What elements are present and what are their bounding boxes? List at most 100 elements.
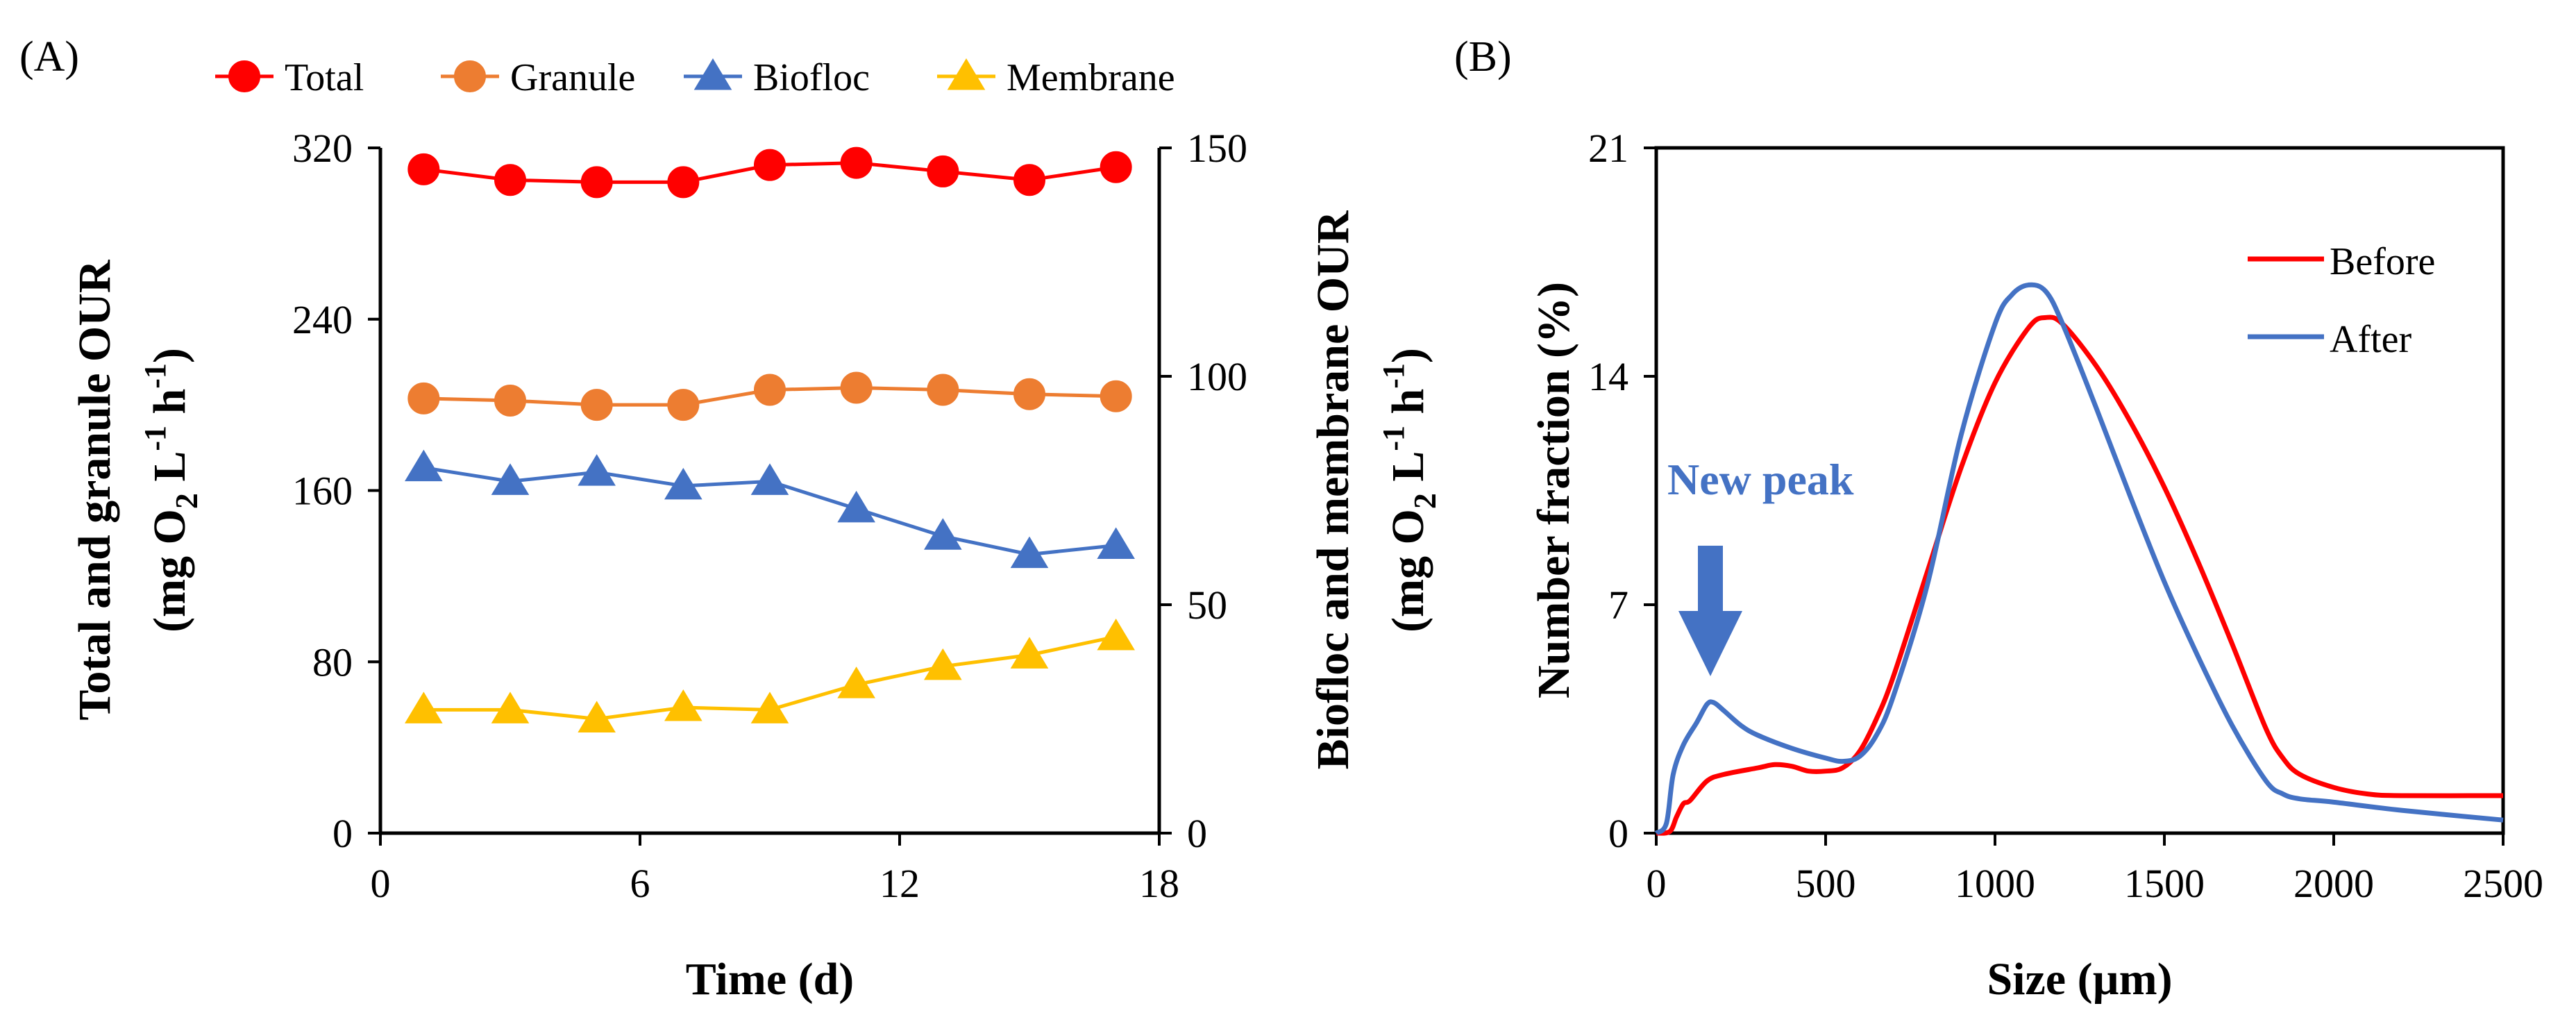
point-total: [1100, 151, 1132, 183]
y-left-unit-a: (mg O: [144, 509, 195, 632]
legend-marker: [228, 60, 260, 92]
point-granule: [407, 382, 440, 414]
legend-label: Membrane: [1007, 56, 1175, 99]
panel-b-ticks: 0 500 1000 1500 2000 2500 0 7 14 21: [1588, 126, 2543, 906]
point-membrane: [1097, 619, 1135, 651]
point-membrane: [750, 691, 789, 723]
legend-item-after: After: [2248, 318, 2412, 361]
series-total: [407, 146, 1132, 199]
point-biofloc: [1010, 536, 1049, 569]
y-right-unit-c: h: [1383, 389, 1433, 426]
b-xtick-label: 0: [1647, 861, 1667, 906]
legend-item-before: Before: [2248, 240, 2435, 283]
series-granule: [407, 371, 1132, 421]
point-biofloc: [578, 454, 616, 486]
panel-a-y-label-right: Biofloc and membrane OUR (mg O2 L-1 h-1): [1308, 210, 1442, 769]
b-ytick-label: 0: [1608, 811, 1628, 856]
point-biofloc: [405, 449, 443, 482]
arrow-shaft: [1698, 546, 1723, 615]
arrow-head: [1678, 611, 1742, 676]
series-membrane: [405, 619, 1135, 732]
new-peak-annotation: New peak: [1667, 455, 1854, 504]
y-left-close: ): [144, 348, 195, 363]
y-right-sup1: -1: [1377, 426, 1411, 451]
panel-a-x-label: Time (d): [686, 954, 855, 1005]
a-ytick-right-label: 0: [1187, 811, 1207, 856]
legend-label: Total: [285, 56, 364, 99]
legend-label: After: [2330, 318, 2412, 361]
point-granule: [1100, 380, 1132, 412]
point-membrane: [924, 648, 962, 680]
panel-a-y-label-left: Total and granule OUR (mg O2 L-1 h-1): [69, 259, 204, 721]
legend-item-biofloc: Biofloc: [684, 56, 870, 99]
panel-a-series: [405, 146, 1135, 732]
point-membrane: [578, 701, 616, 732]
point-biofloc: [750, 463, 789, 495]
a-xtick-label: 18: [1139, 861, 1179, 906]
point-membrane: [664, 689, 702, 721]
panel-a-y-label-left-line2: (mg O2 L-1 h-1): [138, 348, 204, 632]
panel-b-y-label: Number fraction (%): [1529, 282, 1579, 698]
point-granule: [580, 389, 613, 421]
y-left-sub: 2: [169, 493, 204, 509]
point-membrane: [405, 691, 443, 723]
legend-item-total: Total: [215, 56, 364, 99]
curve-after: [1654, 282, 2504, 835]
point-membrane: [491, 691, 530, 723]
y-right-sub: 2: [1407, 493, 1442, 509]
point-biofloc: [664, 467, 702, 500]
b-xtick-label: 1500: [2124, 861, 2205, 906]
point-membrane: [1010, 637, 1049, 669]
panel-b: (B) 0 500 1000 1500 2000 2500 0 7 14 21 Before Aft…: [1454, 33, 2543, 1005]
down-arrow-icon: [1678, 546, 1742, 676]
panel-a: (A) Total Granule Biofloc Membrane 0 6 12 1808…: [19, 33, 1442, 1005]
panel-a-legend: Total Granule Biofloc Membrane: [215, 56, 1175, 99]
point-granule: [1013, 378, 1045, 410]
point-granule: [927, 374, 959, 406]
legend-item-membrane: Membrane: [937, 56, 1175, 99]
point-total: [407, 153, 440, 185]
point-membrane: [837, 667, 875, 698]
a-ytick-left-label: 80: [312, 639, 353, 685]
legend-item-granule: Granule: [441, 56, 635, 99]
point-biofloc: [837, 490, 875, 523]
y-right-unit-b: L: [1383, 451, 1433, 494]
a-xtick-label: 6: [630, 861, 650, 906]
panel-b-label: (B): [1454, 33, 1512, 81]
point-total: [580, 166, 613, 199]
y-left-sup1: -1: [138, 426, 172, 451]
point-granule: [840, 371, 873, 404]
b-ytick-label: 21: [1588, 126, 1628, 171]
panel-b-frame: [1654, 146, 2505, 835]
panel-b-series: [1654, 282, 2504, 836]
point-granule: [494, 384, 526, 417]
a-ytick-right-label: 50: [1187, 582, 1227, 628]
point-biofloc: [1097, 527, 1135, 559]
y-right-close: ): [1383, 348, 1433, 363]
legend-marker: [947, 58, 986, 90]
legend-marker: [454, 60, 486, 92]
a-ytick-left-label: 320: [292, 126, 353, 171]
point-biofloc: [491, 463, 530, 495]
point-total: [667, 166, 700, 199]
legend-label: Before: [2330, 240, 2435, 283]
series-biofloc: [405, 449, 1135, 569]
y-left-unit-b: L: [144, 451, 195, 494]
b-xtick-label: 2000: [2293, 861, 2374, 906]
b-ytick-label: 7: [1608, 582, 1628, 628]
point-total: [754, 149, 786, 181]
point-total: [840, 146, 873, 179]
a-ytick-left-label: 240: [292, 297, 353, 342]
point-total: [927, 155, 959, 187]
panel-b-x-label: Size (µm): [1987, 954, 2172, 1005]
a-ytick-right-label: 150: [1187, 126, 1247, 171]
point-biofloc: [924, 518, 962, 550]
point-total: [1013, 164, 1045, 196]
point-granule: [754, 374, 786, 406]
y-right-unit-a: (mg O: [1383, 509, 1433, 632]
a-xtick-label: 12: [879, 861, 920, 906]
point-total: [494, 164, 526, 196]
a-ytick-left-label: 0: [332, 811, 353, 856]
